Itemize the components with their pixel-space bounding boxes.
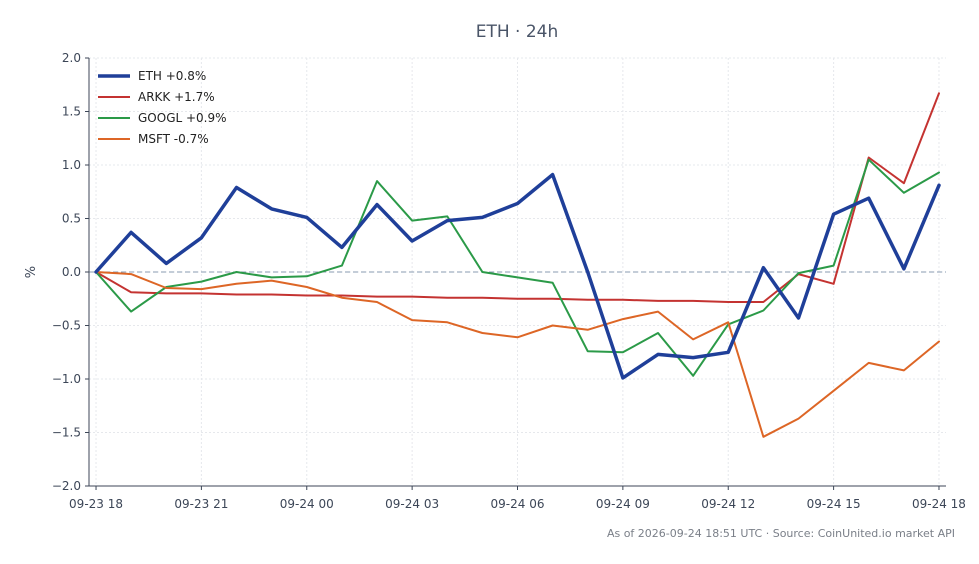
legend-label-eth: ETH +0.8% — [138, 69, 206, 83]
legend-label-arkk: ARKK +1.7% — [138, 90, 215, 104]
x-tick-label-1: 09-23 21 — [174, 497, 228, 511]
y-axis-label: % — [24, 266, 39, 278]
y-tick-label-3: −0.5 — [52, 319, 81, 333]
x-tick-label-3: 09-24 03 — [385, 497, 439, 511]
x-tick-label-2: 09-24 00 — [280, 497, 334, 511]
y-tick-label-8: 2.0 — [62, 51, 81, 65]
y-tick-label-5: 0.5 — [62, 212, 81, 226]
x-tick-label-0: 09-23 18 — [69, 497, 123, 511]
footer-source: As of 2026-09-24 18:51 UTC · Source: Coi… — [607, 527, 955, 540]
x-tick-label-7: 09-24 15 — [807, 497, 861, 511]
series-line-eth — [94, 172, 941, 380]
chart-title: ETH · 24h — [476, 22, 559, 42]
y-tick-label-1: −1.5 — [52, 426, 81, 440]
x-tick-label-4: 09-24 06 — [491, 497, 545, 511]
x-tick-label-6: 09-24 12 — [701, 497, 755, 511]
legend-label-googl: GOOGL +0.9% — [138, 111, 227, 125]
series-layer — [94, 92, 941, 438]
x-tick-label-8: 09-24 18 — [912, 497, 966, 511]
y-tick-label-4: 0.0 — [62, 265, 81, 279]
legend-label-msft: MSFT -0.7% — [138, 132, 209, 146]
x-tick-label-5: 09-24 09 — [596, 497, 650, 511]
y-tick-label-0: −2.0 — [52, 479, 81, 493]
y-tick-labels: −2.0 −1.5 −1.0 −0.5 0.0 0.5 1.0 1.5 2.0 — [52, 51, 89, 493]
x-tick-labels: 09-23 18 09-23 21 09-24 00 09-24 03 09-24 06… — [69, 486, 966, 511]
y-tick-label-7: 1.5 — [62, 105, 81, 119]
legend: ETH +0.8% ARKK +1.7% GOOGL +0.9% MSFT -0.7% — [98, 69, 227, 146]
y-tick-label-6: 1.0 — [62, 158, 81, 172]
series-line-googl — [95, 158, 940, 377]
series-line-msft — [95, 271, 940, 438]
y-tick-label-2: −1.0 — [52, 372, 81, 386]
